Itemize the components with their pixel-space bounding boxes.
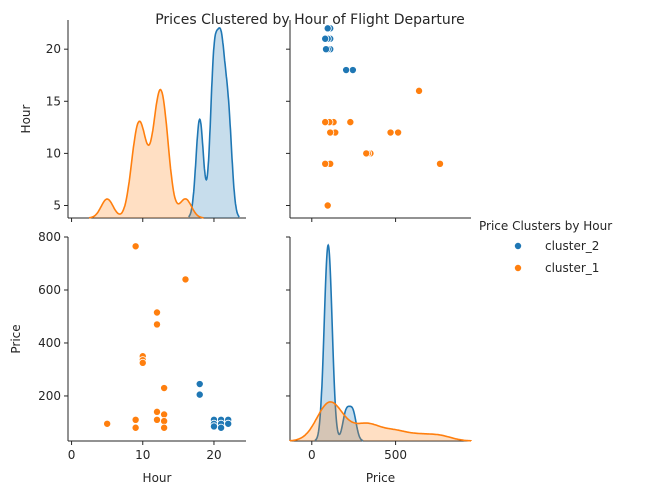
panel-tl-ytick-label: 20 <box>46 42 61 56</box>
scatter-point-tr-cluster_2 <box>342 66 351 75</box>
scatter-point-bl-cluster_2 <box>209 422 218 431</box>
scatter-point-tr-cluster_2 <box>321 34 330 43</box>
scatter-point-bl-cluster_1 <box>152 308 161 317</box>
panel-tl-ytick-label: 10 <box>46 146 61 160</box>
scatter-point-bl-cluster_1 <box>152 320 161 329</box>
x-axis-title-left: Hour <box>143 471 172 485</box>
panel-bl-xtick-label: 10 <box>135 448 150 462</box>
panel-tl-ytick-label: 15 <box>46 94 61 108</box>
scatter-point-bl-cluster_2 <box>195 380 204 389</box>
scatter-point-bl-cluster_1 <box>131 242 140 251</box>
scatter-point-bl-cluster_2 <box>195 390 204 399</box>
scatter-point-bl-cluster_1 <box>138 358 147 367</box>
legend-label-cluster_1: cluster_1 <box>545 261 599 275</box>
scatter-point-bl-cluster_1 <box>160 384 169 393</box>
scatter-point-bl-cluster_1 <box>152 407 161 416</box>
scatter-point-bl-cluster_1 <box>160 417 169 426</box>
scatter-point-tr-cluster_1 <box>323 201 332 210</box>
scatter-point-bl-cluster_1 <box>152 415 161 424</box>
legend-title: Price Clusters by Hour <box>479 219 612 233</box>
panel-bl-ytick-label: 400 <box>38 336 61 350</box>
legend: Price Clusters by Hour cluster_2cluster_… <box>479 219 612 275</box>
panel-tl-density-line-cluster_2 <box>188 27 240 218</box>
scatter-point-tr-cluster_1 <box>321 159 330 168</box>
panel-tl-density-fill-cluster_1 <box>89 89 204 218</box>
scatter-point-bl-cluster_2 <box>224 419 233 428</box>
panel-br-density-line-cluster_2 <box>314 243 364 442</box>
panel-bl-ytick-label: 200 <box>38 389 61 403</box>
panel-bl-ytick-label: 600 <box>38 283 61 297</box>
panel-bl-xtick-label: 0 <box>68 448 76 462</box>
scatter-point-bl-cluster_1 <box>103 419 112 428</box>
panel-br-xtick-label: 500 <box>384 448 407 462</box>
panel-br-density-fill-cluster_1 <box>290 401 471 441</box>
panel-bl-xtick-label: 20 <box>206 448 221 462</box>
panel-bl-ytick-label: 800 <box>38 230 61 244</box>
scatter-point-tr-cluster_1 <box>346 118 355 127</box>
scatter-point-tr-cluster_2 <box>323 24 332 33</box>
scatter-point-tr-cluster_1 <box>362 149 371 158</box>
panel-br-density-line-cluster_1 <box>289 401 472 442</box>
scatter-point-bl-cluster_1 <box>160 423 169 432</box>
scatter-point-bl-cluster_1 <box>160 410 169 419</box>
scatter-point-tr-cluster_1 <box>386 128 395 137</box>
scatter-point-tr-cluster_2 <box>348 66 357 75</box>
scatter-point-tr-cluster_1 <box>435 159 444 168</box>
scatter-point-tr-cluster_2 <box>322 45 331 54</box>
y-axis-title-top: Hour <box>19 104 33 133</box>
panel-tl-density-line-cluster_1 <box>88 88 204 219</box>
y-axis-title-bottom: Price <box>9 324 23 353</box>
panel-tl-density-fill-cluster_2 <box>188 27 240 219</box>
x-axis-title-right: Price <box>366 471 395 485</box>
legend-marker-cluster_1 <box>514 263 523 272</box>
legend-marker-cluster_2 <box>514 241 523 250</box>
scatter-point-bl-cluster_1 <box>131 423 140 432</box>
legend-label-cluster_2: cluster_2 <box>545 239 599 253</box>
scatter-point-bl-cluster_1 <box>181 275 190 284</box>
chart-title: Prices Clustered by Hour of Flight Depar… <box>155 12 465 28</box>
panel-br-xtick-label: 0 <box>308 448 316 462</box>
scatter-point-bl-cluster_2 <box>217 423 226 432</box>
scatter-point-tr-cluster_1 <box>415 86 424 95</box>
scatter-point-tr-cluster_1 <box>394 128 403 137</box>
panel-tl-ytick-label: 5 <box>53 198 61 212</box>
panel-br-density-fill-cluster_2 <box>314 245 364 441</box>
scatter-point-bl-cluster_1 <box>131 415 140 424</box>
legend-entries: cluster_2 cluster_1 <box>514 239 599 275</box>
scatter-point-tr-cluster_1 <box>326 128 335 137</box>
scatter-point-tr-cluster_1 <box>321 118 330 127</box>
